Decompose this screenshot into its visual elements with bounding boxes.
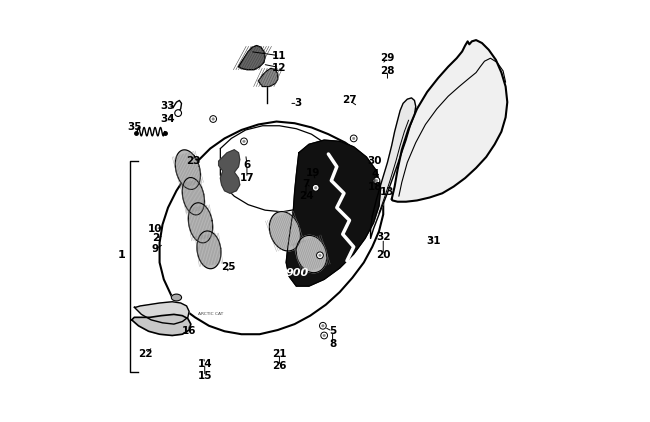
Text: 6: 6 <box>243 160 250 170</box>
Text: 28: 28 <box>380 66 395 76</box>
Text: 27: 27 <box>342 95 357 106</box>
Text: 18: 18 <box>367 181 382 192</box>
Polygon shape <box>286 140 381 286</box>
Polygon shape <box>132 314 191 335</box>
Polygon shape <box>370 98 416 238</box>
Text: 5: 5 <box>329 326 336 336</box>
Circle shape <box>323 334 326 337</box>
Circle shape <box>317 252 323 259</box>
Polygon shape <box>188 203 213 243</box>
Text: 10: 10 <box>148 224 162 234</box>
Polygon shape <box>269 211 300 251</box>
Text: 32: 32 <box>376 232 391 242</box>
Text: 24: 24 <box>299 191 313 201</box>
Polygon shape <box>160 122 384 334</box>
Text: 34: 34 <box>161 114 176 124</box>
Text: 19: 19 <box>306 168 320 178</box>
Text: 17: 17 <box>240 173 254 183</box>
Text: 15: 15 <box>198 371 212 381</box>
Text: 7: 7 <box>302 179 309 189</box>
Circle shape <box>373 177 380 184</box>
Circle shape <box>322 325 324 327</box>
Text: ARCTIC CAT: ARCTIC CAT <box>198 312 223 316</box>
Text: 29: 29 <box>380 53 395 63</box>
Polygon shape <box>296 235 327 273</box>
Text: 16: 16 <box>182 326 196 336</box>
Text: 23: 23 <box>186 156 201 166</box>
Circle shape <box>352 137 355 140</box>
Circle shape <box>375 179 378 182</box>
Text: 21: 21 <box>272 349 287 359</box>
Circle shape <box>210 116 216 122</box>
Circle shape <box>313 184 319 191</box>
Text: 9: 9 <box>152 244 159 254</box>
Circle shape <box>321 332 328 339</box>
Text: 11: 11 <box>272 51 287 61</box>
Text: 1: 1 <box>118 250 125 260</box>
Text: 20: 20 <box>376 250 391 260</box>
Text: 12: 12 <box>272 62 287 73</box>
Polygon shape <box>176 150 200 189</box>
Polygon shape <box>197 231 221 269</box>
Text: 8: 8 <box>329 339 336 349</box>
Polygon shape <box>392 40 507 202</box>
Text: 900: 900 <box>286 268 309 279</box>
Text: 25: 25 <box>222 262 236 272</box>
Polygon shape <box>218 150 240 193</box>
Polygon shape <box>258 68 278 87</box>
Text: 4: 4 <box>371 169 378 179</box>
Polygon shape <box>182 178 204 215</box>
Text: 31: 31 <box>426 236 441 246</box>
Circle shape <box>175 110 181 116</box>
Circle shape <box>240 138 248 145</box>
Circle shape <box>242 140 245 143</box>
Text: 13: 13 <box>380 187 395 197</box>
Text: 2: 2 <box>151 233 159 243</box>
Circle shape <box>350 135 357 142</box>
Text: 22: 22 <box>138 349 153 359</box>
Circle shape <box>212 118 214 120</box>
Polygon shape <box>172 294 181 301</box>
Circle shape <box>320 322 326 329</box>
Text: 30: 30 <box>367 156 382 166</box>
Text: 26: 26 <box>272 361 287 371</box>
Text: 35: 35 <box>127 122 142 133</box>
Text: 33: 33 <box>161 101 176 111</box>
Text: 14: 14 <box>198 359 212 369</box>
Polygon shape <box>239 46 265 70</box>
Circle shape <box>318 254 321 257</box>
Circle shape <box>315 187 317 189</box>
Text: 3: 3 <box>294 98 301 108</box>
Polygon shape <box>135 302 189 324</box>
